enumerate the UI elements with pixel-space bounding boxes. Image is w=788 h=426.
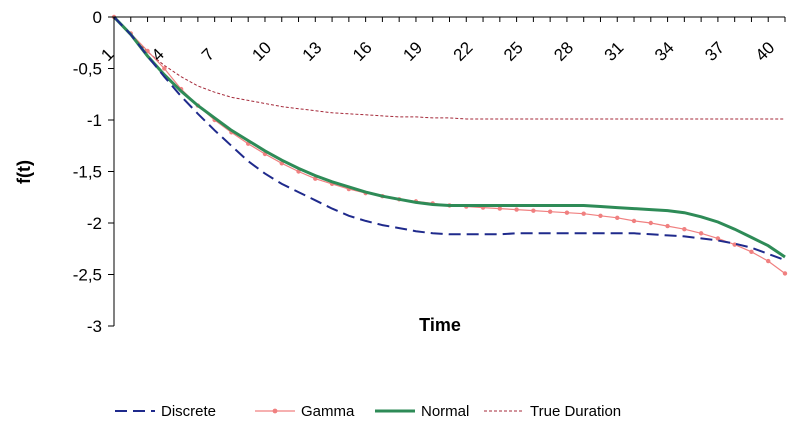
y-tick-label: -2,5 — [73, 266, 102, 285]
point-gamma — [564, 210, 570, 215]
point-gamma — [531, 208, 536, 213]
y-tick-label: -2 — [87, 214, 102, 233]
point-gamma — [145, 48, 150, 54]
x-tick-label: 13 — [299, 38, 326, 65]
point-gamma — [698, 231, 704, 236]
x-tick-label: 16 — [349, 38, 376, 65]
y-tick-label: -0,5 — [73, 60, 102, 79]
y-tick-label: -1 — [87, 111, 102, 130]
series-line-normal — [112, 15, 786, 259]
point-gamma — [581, 211, 586, 216]
y-axis-title: f(t) — [14, 160, 34, 184]
x-tick-label: 40 — [752, 38, 779, 65]
legend-label-gamma: Gamma — [301, 403, 355, 420]
point-gamma — [615, 215, 620, 221]
point-gamma — [313, 176, 318, 181]
x-tick-label: 28 — [550, 38, 577, 65]
legend-label-true-duration: True Duration — [530, 403, 621, 420]
series-layer — [111, 14, 788, 276]
legend-marker-gamma — [272, 408, 278, 414]
point-gamma — [162, 66, 167, 71]
x-tick-label: 37 — [701, 38, 728, 65]
y-tick-label: -1,5 — [73, 163, 102, 182]
series-line-true-duration — [113, 16, 785, 120]
point-gamma — [766, 258, 771, 264]
point-gamma — [631, 218, 637, 224]
y-tick-label: -3 — [87, 317, 102, 336]
axes: 0-0,5-1-1,5-2-2,5-31 4 7 10 13 16 19 22 25 28 31 34… — [73, 8, 786, 336]
legend-label-normal: Normal — [421, 403, 469, 420]
x-tick-label: 19 — [399, 38, 426, 65]
point-gamma — [749, 249, 754, 255]
point-gamma — [732, 242, 737, 247]
x-tick-label: 31 — [601, 38, 628, 65]
x-tick-label: 25 — [500, 38, 527, 65]
x-tick-label: 7 — [198, 45, 218, 65]
point-gamma — [665, 223, 670, 229]
x-tick-label: 34 — [651, 38, 678, 65]
legend-label-discrete: Discrete — [161, 403, 216, 420]
point-gamma — [547, 209, 553, 214]
x-axis-title: Time — [419, 315, 461, 335]
series-line-discrete — [113, 16, 786, 262]
y-tick-label: 0 — [93, 8, 102, 27]
point-gamma — [497, 206, 503, 211]
point-gamma — [682, 226, 687, 232]
legend: Discrete Gamma Normal True Duration — [115, 403, 621, 420]
point-gamma — [782, 271, 788, 276]
x-tick-label: 22 — [450, 38, 477, 65]
point-gamma — [715, 236, 721, 241]
x-tick-label: 10 — [248, 38, 275, 65]
point-gamma — [598, 213, 603, 218]
point-gamma — [648, 220, 653, 226]
point-gamma — [514, 207, 519, 212]
